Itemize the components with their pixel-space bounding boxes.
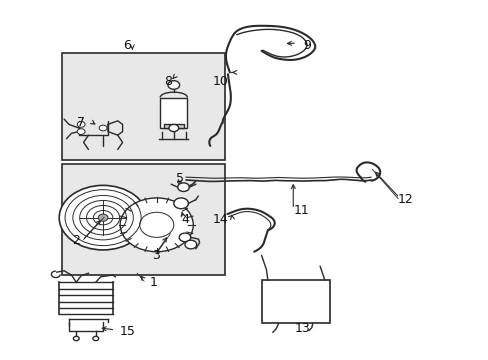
Text: 10: 10: [213, 75, 228, 88]
Bar: [61, 53, 224, 160]
Circle shape: [177, 183, 189, 192]
Text: 2: 2: [72, 234, 80, 247]
Bar: [261, 280, 329, 323]
Circle shape: [93, 336, 99, 341]
Circle shape: [179, 233, 190, 242]
Text: 9: 9: [303, 39, 310, 52]
Circle shape: [77, 129, 85, 134]
Text: 3: 3: [152, 249, 160, 262]
Text: 13: 13: [295, 322, 310, 335]
Text: 1: 1: [149, 276, 157, 289]
Text: 4: 4: [181, 213, 188, 226]
Circle shape: [73, 336, 79, 341]
Circle shape: [168, 125, 178, 132]
Bar: [163, 124, 183, 128]
Circle shape: [77, 122, 85, 127]
Text: 11: 11: [293, 204, 308, 217]
Circle shape: [99, 125, 107, 131]
Circle shape: [120, 198, 193, 252]
Bar: [61, 164, 224, 275]
Circle shape: [59, 185, 147, 250]
Circle shape: [173, 198, 188, 209]
Text: 5: 5: [176, 172, 184, 185]
Text: 7: 7: [77, 116, 85, 129]
Text: 6: 6: [123, 39, 131, 52]
Text: 15: 15: [120, 325, 136, 338]
Text: 8: 8: [163, 75, 172, 88]
Bar: [160, 98, 187, 128]
Circle shape: [184, 240, 196, 249]
Text: 14: 14: [213, 213, 228, 226]
Circle shape: [167, 81, 179, 89]
Text: 12: 12: [397, 193, 413, 206]
Circle shape: [98, 214, 108, 221]
